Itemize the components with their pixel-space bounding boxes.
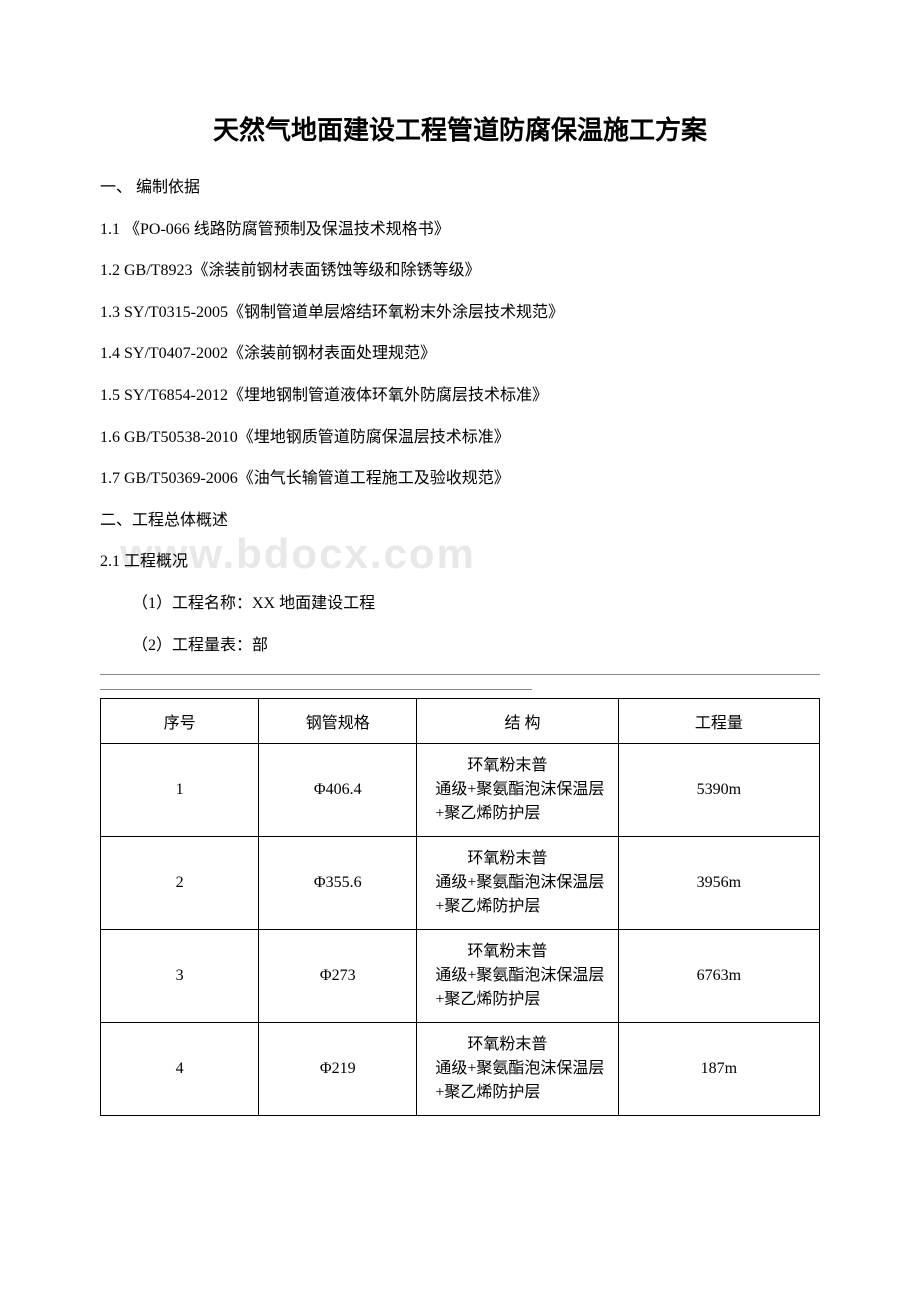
ref-2: 1.2 GB/T8923《涂装前钢材表面锈蚀等级和除锈等级》 <box>100 258 820 284</box>
cell-num: 2 <box>101 837 259 930</box>
struct-line-1: 环氧粉末普 <box>435 754 609 778</box>
table-row: 4 Φ219 环氧粉末普 通级+聚氨酯泡沫保温层+聚乙烯防护层 187m <box>101 1023 820 1116</box>
section-2-heading: 二、工程总体概述 <box>100 508 820 534</box>
cell-spec: Φ355.6 <box>259 837 417 930</box>
th-qty: 工程量 <box>618 699 819 744</box>
struct-line-2: 通级+聚氨酯泡沫保温层+聚乙烯防护层 <box>435 781 604 822</box>
cell-num: 1 <box>101 744 259 837</box>
struct-line-2: 通级+聚氨酯泡沫保温层+聚乙烯防护层 <box>435 874 604 915</box>
page-title: 天然气地面建设工程管道防腐保温施工方案 <box>100 110 820 147</box>
th-spec: 钢管规格 <box>259 699 417 744</box>
cell-qty: 187m <box>618 1023 819 1116</box>
divider-block <box>100 674 820 690</box>
ref-6: 1.6 GB/T50538-2010《埋地钢质管道防腐保温层技术标准》 <box>100 425 820 451</box>
table-header-row: 序号 钢管规格 结 构 工程量 <box>101 699 820 744</box>
cell-struct: 环氧粉末普 通级+聚氨酯泡沫保温层+聚乙烯防护层 <box>417 837 618 930</box>
ref-5: 1.5 SY/T6854-2012《埋地钢制管道液体环氧外防腐层技术标准》 <box>100 383 820 409</box>
cell-spec: Φ273 <box>259 930 417 1023</box>
section-2-1: 2.1 工程概况 <box>100 549 820 575</box>
th-struct: 结 构 <box>417 699 618 744</box>
project-qty-line: （2）工程量表：部 <box>100 633 820 659</box>
cell-qty: 6763m <box>618 930 819 1023</box>
struct-line-1: 环氧粉末普 <box>435 1033 609 1057</box>
cell-qty: 5390m <box>618 744 819 837</box>
cell-spec: Φ219 <box>259 1023 417 1116</box>
table-row: 1 Φ406.4 环氧粉末普 通级+聚氨酯泡沫保温层+聚乙烯防护层 5390m <box>101 744 820 837</box>
project-name-line: （1）工程名称：XX 地面建设工程 <box>100 591 820 617</box>
cell-struct: 环氧粉末普 通级+聚氨酯泡沫保温层+聚乙烯防护层 <box>417 744 618 837</box>
divider-2 <box>100 689 532 690</box>
ref-4: 1.4 SY/T0407-2002《涂装前钢材表面处理规范》 <box>100 341 820 367</box>
cell-num: 3 <box>101 930 259 1023</box>
cell-num: 4 <box>101 1023 259 1116</box>
struct-line-1: 环氧粉末普 <box>435 847 609 871</box>
th-num: 序号 <box>101 699 259 744</box>
quantity-table: 序号 钢管规格 结 构 工程量 1 Φ406.4 环氧粉末普 通级+聚氨酯泡沫保… <box>100 698 820 1116</box>
ref-3: 1.3 SY/T0315-2005《钢制管道单层熔结环氧粉末外涂层技术规范》 <box>100 300 820 326</box>
cell-struct: 环氧粉末普 通级+聚氨酯泡沫保温层+聚乙烯防护层 <box>417 930 618 1023</box>
ref-7: 1.7 GB/T50369-2006《油气长输管道工程施工及验收规范》 <box>100 466 820 492</box>
divider-1 <box>100 674 820 675</box>
document-body: 天然气地面建设工程管道防腐保温施工方案 一、 编制依据 1.1 《PO-066 … <box>100 110 820 1116</box>
section-1-heading: 一、 编制依据 <box>100 175 820 201</box>
table-row: 3 Φ273 环氧粉末普 通级+聚氨酯泡沫保温层+聚乙烯防护层 6763m <box>101 930 820 1023</box>
struct-line-1: 环氧粉末普 <box>435 940 609 964</box>
struct-line-2: 通级+聚氨酯泡沫保温层+聚乙烯防护层 <box>435 967 604 1008</box>
cell-spec: Φ406.4 <box>259 744 417 837</box>
table-row: 2 Φ355.6 环氧粉末普 通级+聚氨酯泡沫保温层+聚乙烯防护层 3956m <box>101 837 820 930</box>
cell-qty: 3956m <box>618 837 819 930</box>
struct-line-2: 通级+聚氨酯泡沫保温层+聚乙烯防护层 <box>435 1060 604 1101</box>
ref-1: 1.1 《PO-066 线路防腐管预制及保温技术规格书》 <box>100 217 820 243</box>
cell-struct: 环氧粉末普 通级+聚氨酯泡沫保温层+聚乙烯防护层 <box>417 1023 618 1116</box>
